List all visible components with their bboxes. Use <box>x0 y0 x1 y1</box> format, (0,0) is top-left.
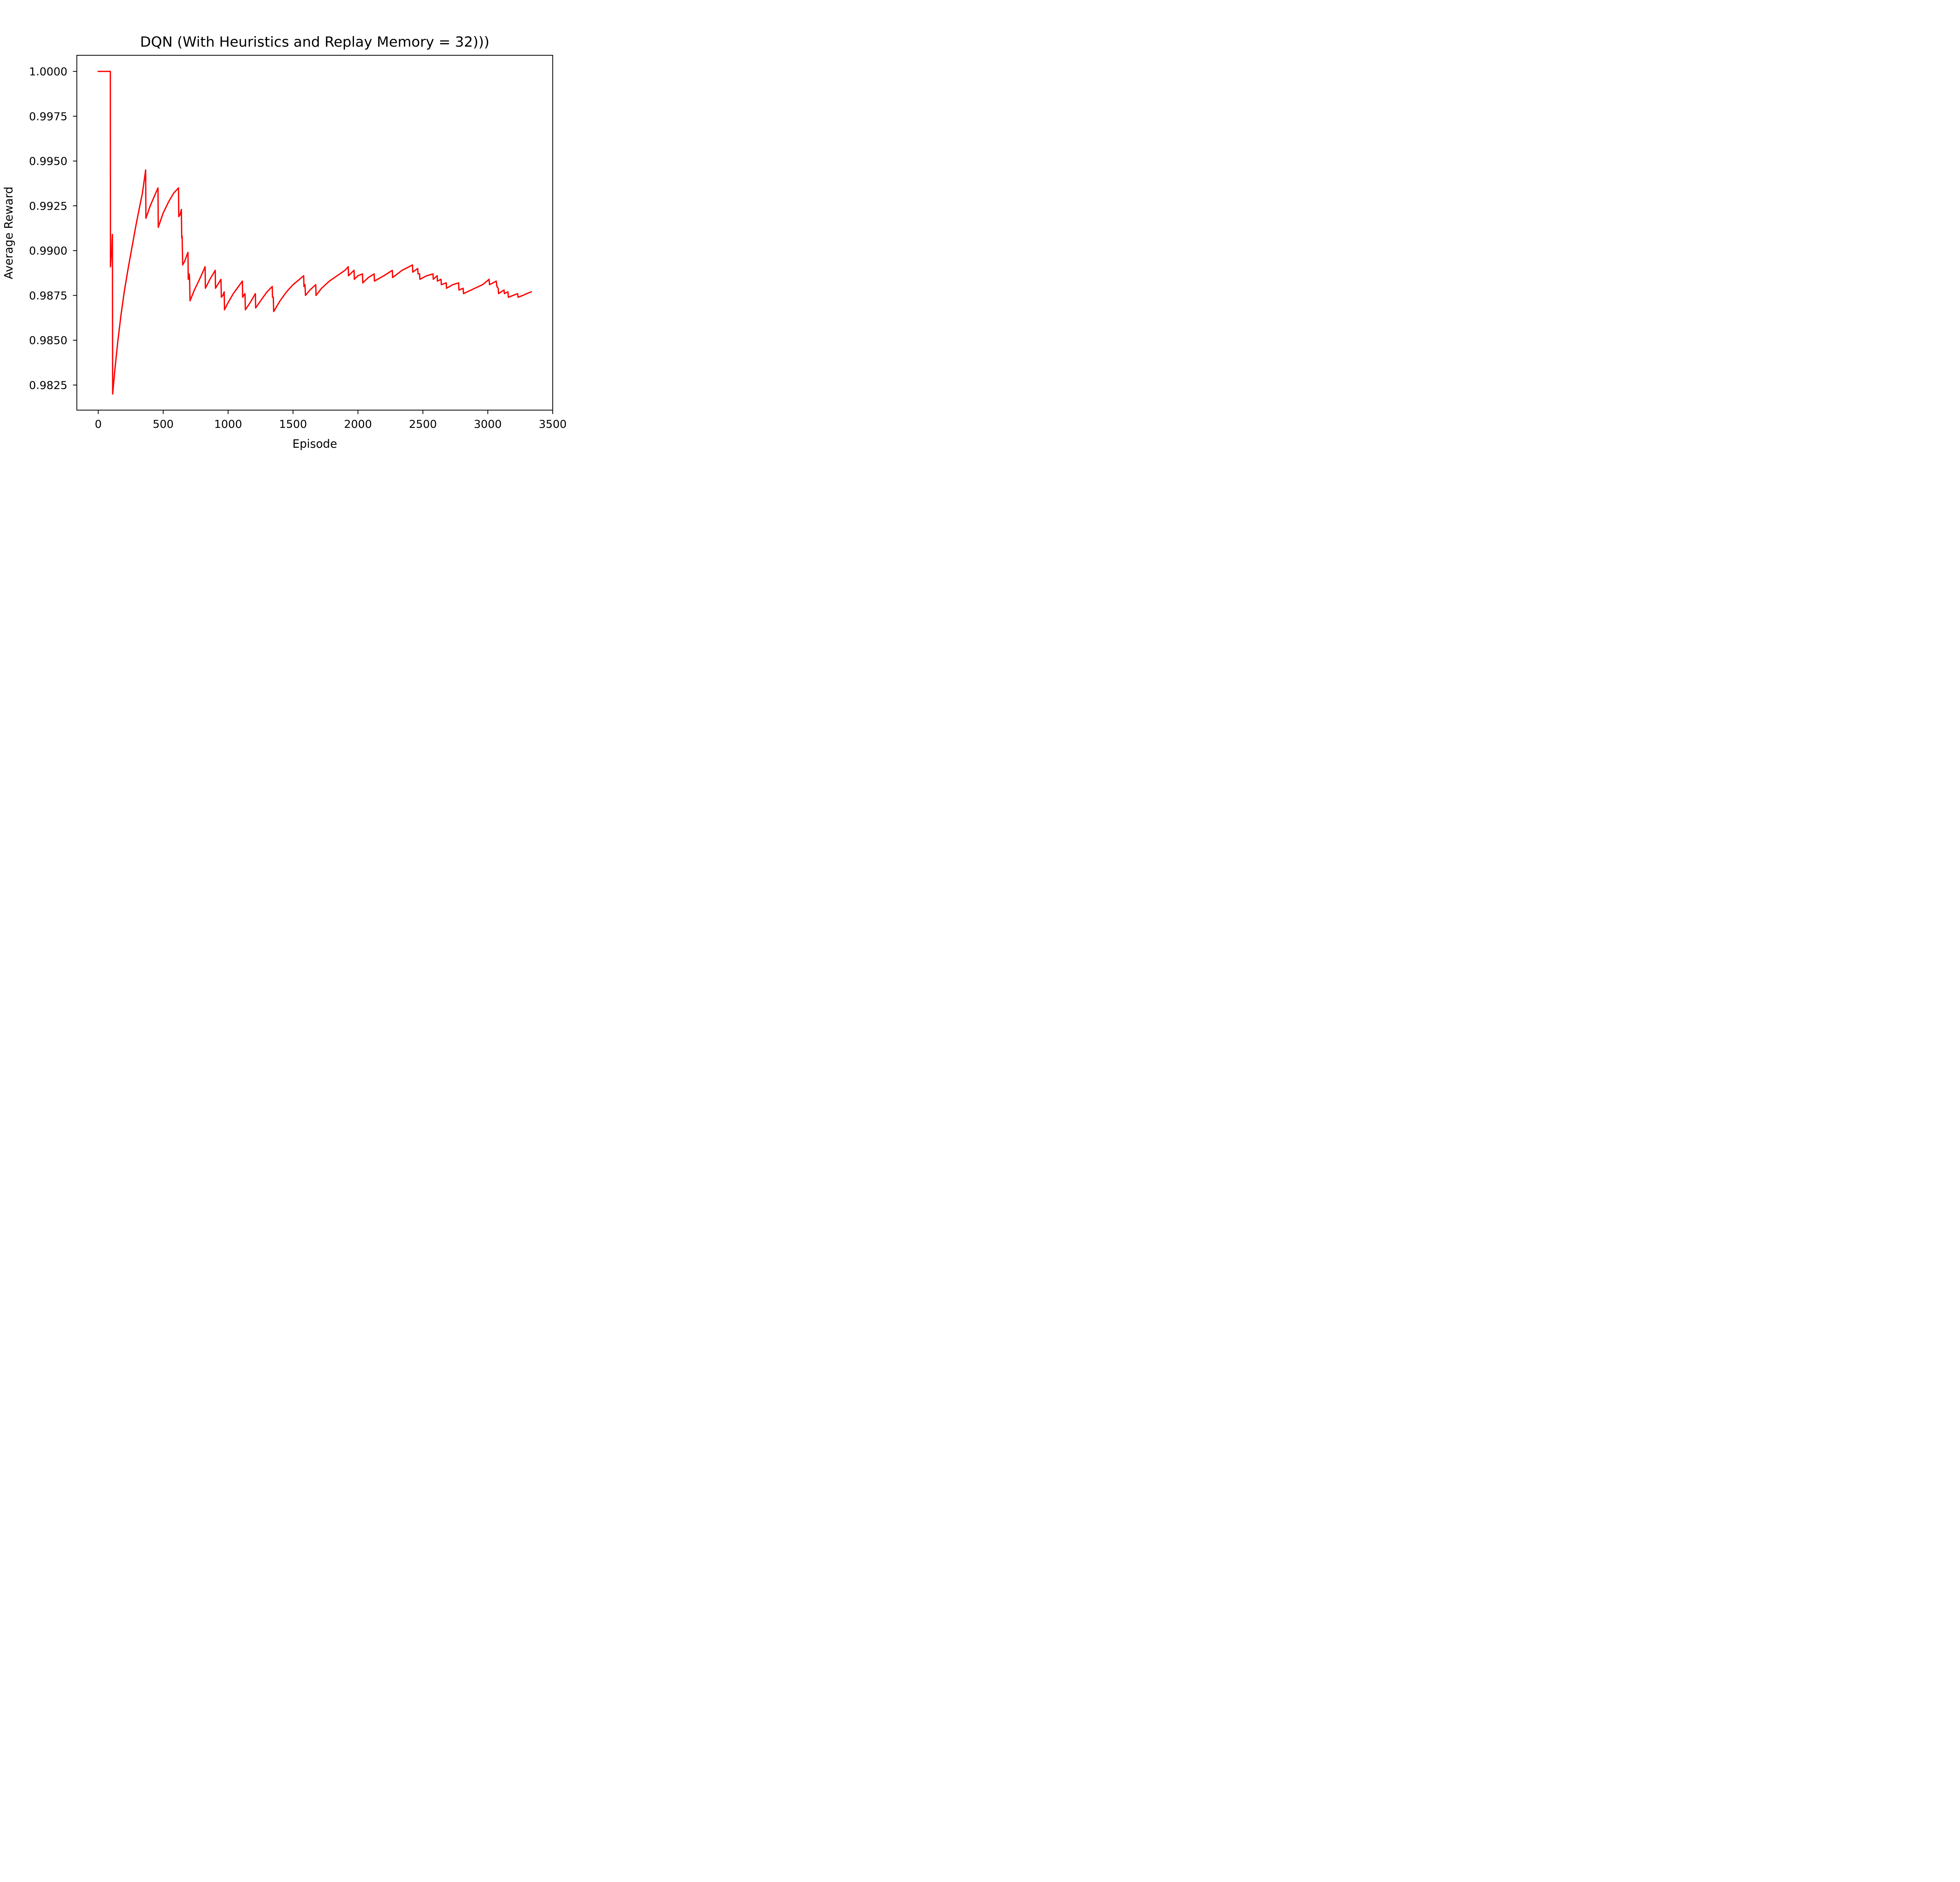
y-axis-label: Average Reward <box>2 187 15 279</box>
x-tick-label: 3000 <box>474 418 502 431</box>
x-tick-label: 0 <box>95 418 102 431</box>
x-tick-label: 2000 <box>344 418 372 431</box>
x-tick-label: 3500 <box>539 418 566 431</box>
figure: DQN (With Heuristics and Replay Memory =… <box>0 0 606 454</box>
y-tick-label: 0.9925 <box>29 200 67 213</box>
x-tick-label: 2500 <box>409 418 437 431</box>
chart-title: DQN (With Heuristics and Replay Memory =… <box>140 34 489 50</box>
y-tick-label: 0.9825 <box>29 379 67 392</box>
line-chart: DQN (With Heuristics and Replay Memory =… <box>0 0 606 454</box>
x-tick-label: 1500 <box>279 418 307 431</box>
y-tick-label: 0.9950 <box>29 155 67 168</box>
x-axis-label: Episode <box>292 437 337 451</box>
x-tick-label: 1000 <box>214 418 242 431</box>
y-tick-label: 0.9850 <box>29 334 67 347</box>
figure-background <box>0 0 606 454</box>
y-axis: 0.9825 0.9850 0.9875 0.9900 0.9925 0.9950 0.99… <box>29 65 77 392</box>
x-axis: 0 500 1000 1500 2000 2500 3000 3500 <box>95 410 567 431</box>
y-tick-label: 1.0000 <box>29 65 67 78</box>
plot-area <box>98 71 532 395</box>
series-line <box>98 71 532 395</box>
y-tick-label: 0.9975 <box>29 110 67 123</box>
y-tick-label: 0.9875 <box>29 289 67 302</box>
plot-frame <box>76 55 553 411</box>
y-tick-label: 0.9900 <box>29 244 67 257</box>
x-tick-label: 500 <box>153 418 174 431</box>
